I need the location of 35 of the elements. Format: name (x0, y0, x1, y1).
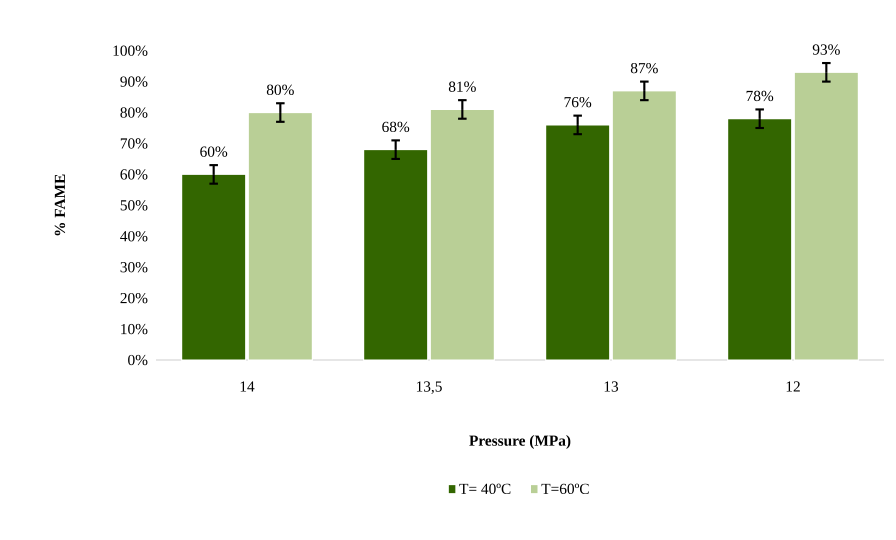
y-tick-label: 100% (114, 45, 148, 56)
y-axis-title: % FAME (54, 174, 66, 236)
bar (794, 72, 859, 361)
data-label: 78% (746, 90, 774, 102)
data-label: 76% (564, 96, 592, 108)
bar (545, 124, 610, 361)
bar (248, 112, 313, 361)
y-tick-label: 30% (120, 262, 148, 272)
bar (430, 108, 495, 361)
bar (612, 90, 677, 361)
y-tick-label: 40% (120, 231, 148, 242)
bar (727, 118, 792, 361)
data-label: 60% (200, 146, 228, 157)
x-axis-title: Pressure (MPa) (469, 435, 570, 449)
data-label: 80% (266, 84, 294, 95)
bar (181, 174, 246, 361)
y-tick-label: 70% (120, 138, 148, 149)
x-tick-label: 14 (240, 381, 254, 392)
x-tick-label: 13 (604, 381, 618, 392)
x-tick-label: 13,5 (416, 381, 442, 394)
y-tick-label: 60% (120, 169, 148, 180)
y-tick-label: 20% (120, 292, 148, 304)
y-tick-label: 90% (120, 76, 148, 87)
data-label: 68% (382, 122, 410, 132)
bar (363, 149, 428, 361)
data-label: 93% (812, 44, 840, 55)
data-label: 81% (448, 82, 476, 92)
legend-label: T= 40ºC (459, 484, 510, 494)
y-tick-label: 0% (128, 354, 148, 366)
data-label: 87% (630, 62, 658, 74)
y-tick-label: 10% (121, 324, 148, 334)
x-tick-label: 12 (786, 381, 800, 392)
legend-label: T=60ºC (542, 484, 589, 494)
y-tick-label: 50% (120, 200, 148, 211)
y-tick-label: 80% (120, 107, 148, 118)
